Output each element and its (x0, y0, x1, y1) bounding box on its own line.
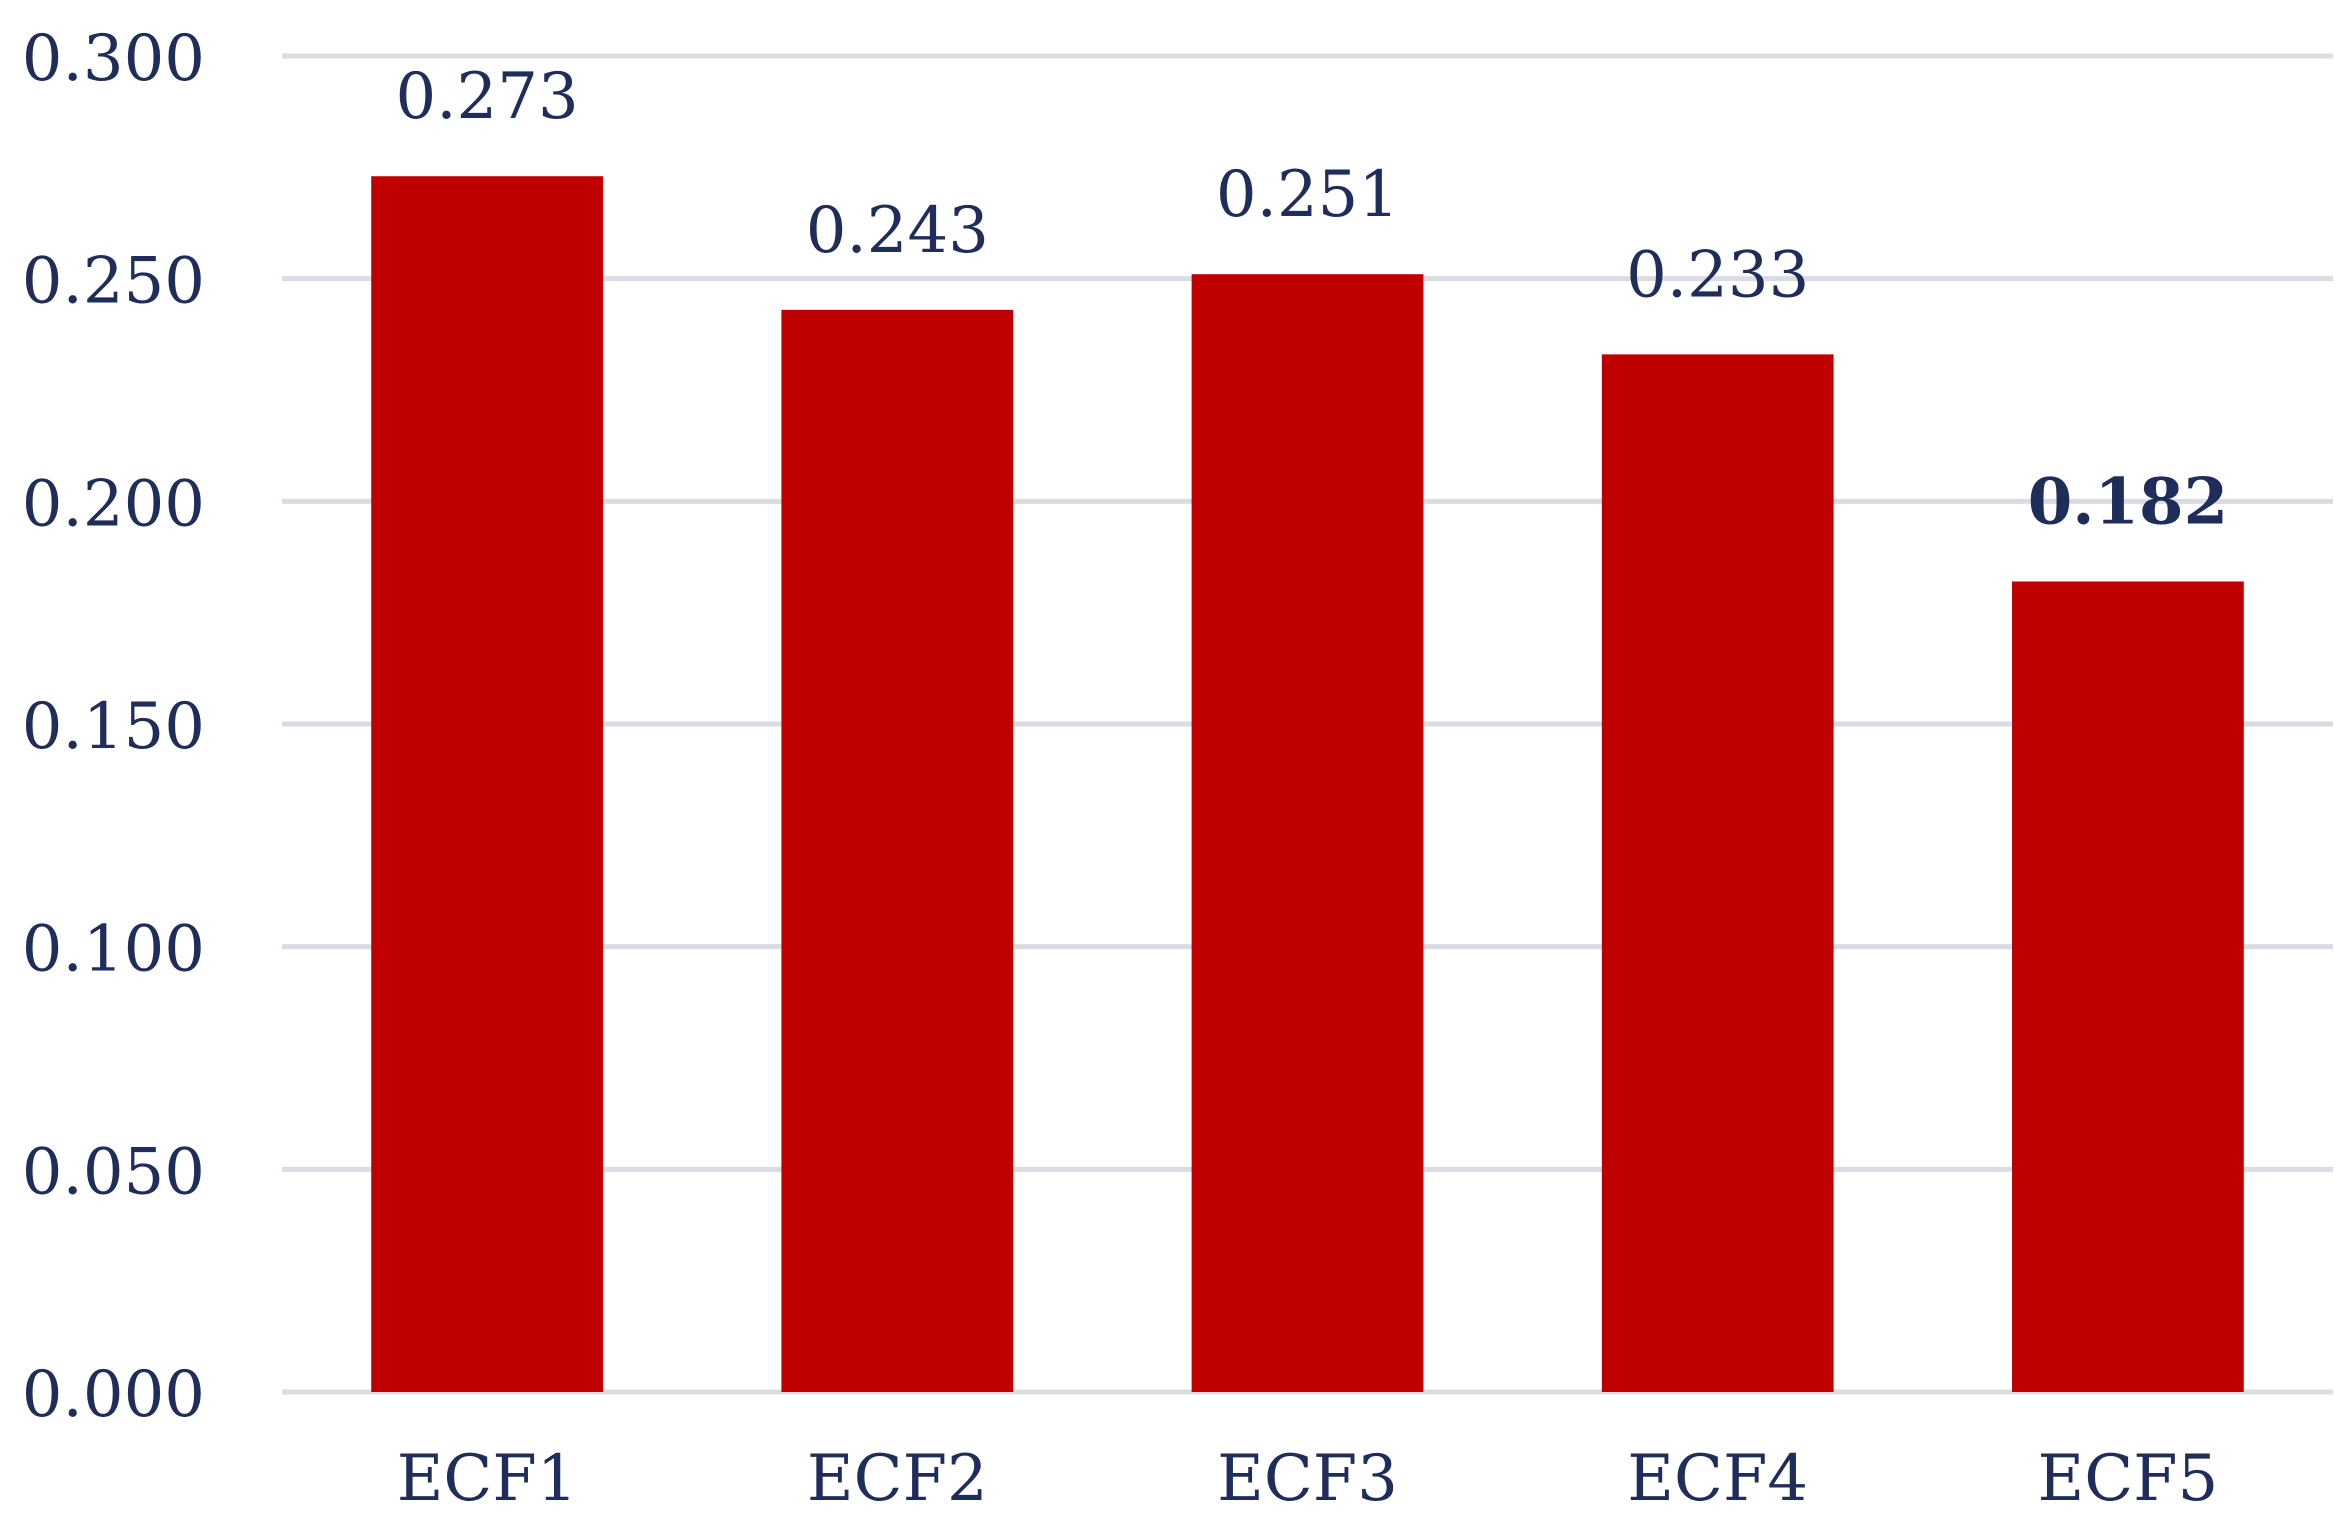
y-tick-label: 0.250 (22, 245, 205, 319)
y-tick-label: 0.200 (22, 467, 205, 541)
y-tick-label: 0.000 (22, 1358, 205, 1432)
y-axis-tick-labels: 0.000 0.050 0.100 0.150 0.200 0.250 0.300 (22, 22, 205, 1432)
data-labels: 0.273 0.243 0.251 0.233 0.182 (395, 60, 2228, 539)
bar-ecf5 (2012, 581, 2244, 1392)
x-category-label: ECF3 (1217, 1442, 1398, 1516)
data-label: 0.251 (1216, 158, 1399, 232)
x-category-label: ECF2 (807, 1442, 988, 1516)
x-category-label: ECF4 (1627, 1442, 1808, 1516)
bar-ecf1 (371, 176, 603, 1393)
bar-ecf3 (1191, 274, 1424, 1392)
bar-ecf4 (1601, 354, 1834, 1393)
y-tick-label: 0.150 (22, 690, 205, 764)
bar-ecf2 (781, 309, 1014, 1393)
x-axis-category-labels: ECF1 ECF2 ECF3 ECF4 ECF5 (397, 1442, 2219, 1516)
x-category-label: ECF1 (397, 1442, 578, 1516)
y-tick-label: 0.100 (22, 913, 205, 987)
x-category-label: ECF5 (2037, 1442, 2218, 1516)
data-label: 0.182 (2028, 464, 2228, 539)
data-label: 0.243 (806, 194, 989, 268)
data-label: 0.273 (395, 60, 578, 134)
y-tick-label: 0.300 (22, 22, 205, 96)
data-label: 0.233 (1626, 238, 1809, 312)
bars (371, 176, 2244, 1393)
y-tick-label: 0.050 (22, 1135, 205, 1209)
